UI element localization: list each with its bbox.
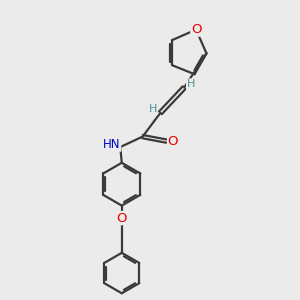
Text: H: H <box>149 104 157 114</box>
Text: O: O <box>116 212 127 225</box>
Text: O: O <box>191 23 201 36</box>
Text: HN: HN <box>103 138 121 151</box>
Text: O: O <box>168 135 178 148</box>
Text: H: H <box>187 79 195 89</box>
